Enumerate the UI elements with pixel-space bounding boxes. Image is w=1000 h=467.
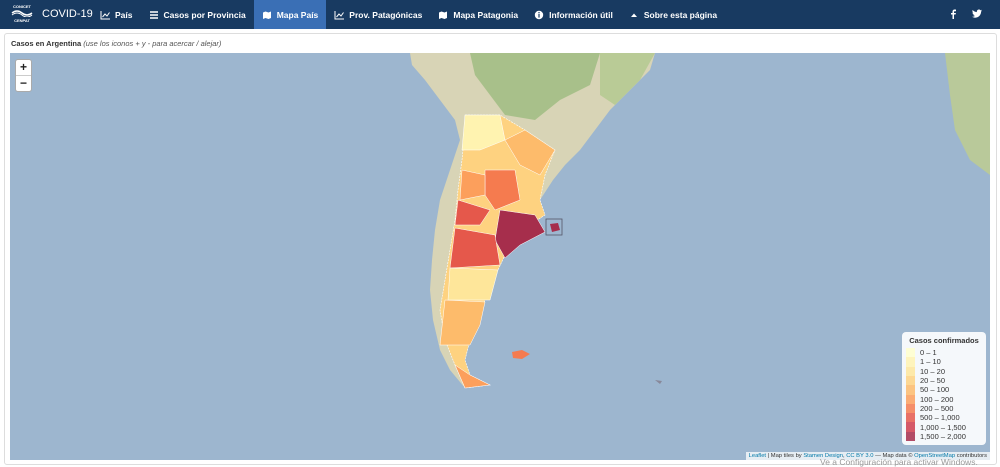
legend-swatch bbox=[906, 357, 915, 367]
nav-item[interactable]: Sobre esta página bbox=[621, 0, 725, 29]
nav-item[interactable]: Prov. Patagónicas bbox=[326, 0, 430, 29]
nav-icon bbox=[630, 13, 637, 17]
nav-label: Mapa País bbox=[276, 9, 319, 20]
legend-item: 1,000 – 1,500 bbox=[906, 422, 982, 432]
map-tiles bbox=[410, 53, 990, 389]
facebook-icon[interactable] bbox=[950, 9, 956, 19]
nav-label: Casos por Provincia bbox=[163, 9, 246, 20]
logo: CONICET CENPAT bbox=[9, 4, 35, 23]
brand[interactable]: COVID-19 bbox=[42, 8, 93, 20]
legend-label: 200 – 500 bbox=[920, 403, 954, 413]
legend-title: Casos confirmados bbox=[909, 336, 979, 346]
nav-label: Mapa Patagonia bbox=[453, 9, 519, 20]
legend-swatch bbox=[906, 422, 915, 432]
attribution: Leaflet | Map tiles by Stamen Design, CC… bbox=[745, 452, 990, 460]
nav-icon bbox=[439, 11, 448, 19]
legend-item: 0 – 1 bbox=[906, 348, 982, 358]
attribution-text: — Map data © bbox=[873, 453, 915, 459]
legend-label: 50 – 100 bbox=[920, 385, 950, 395]
nav-icon bbox=[534, 10, 544, 19]
nav-icon bbox=[334, 10, 345, 19]
legend-label: 1 – 10 bbox=[920, 357, 941, 367]
legend-label: 1,000 – 1,500 bbox=[920, 422, 966, 432]
nav-item[interactable]: Mapa País bbox=[253, 0, 327, 29]
legend-swatch bbox=[906, 348, 915, 358]
legend-swatch bbox=[906, 366, 915, 376]
twitter-icon[interactable] bbox=[972, 9, 982, 18]
navbar: CONICET CENPAT COVID-19 País Casos por Pr… bbox=[0, 0, 1000, 29]
attribution-link[interactable]: CC BY 3.0 bbox=[846, 453, 874, 459]
legend-item: 200 – 500 bbox=[906, 403, 982, 414]
nav-label: Prov. Patagónicas bbox=[349, 9, 423, 20]
legend-label: 100 – 200 bbox=[920, 394, 954, 404]
legend-item: 500 – 1,000 bbox=[906, 413, 982, 423]
nav-icon bbox=[100, 10, 110, 19]
legend-label: 10 – 20 bbox=[920, 366, 946, 376]
legend-swatch bbox=[906, 375, 915, 386]
watermark: Ve a Configuración para activar Windows. bbox=[820, 457, 978, 467]
attribution-link[interactable]: Leaflet bbox=[748, 453, 767, 459]
zoom-out[interactable]: − bbox=[16, 75, 31, 91]
legend-item: 20 – 50 bbox=[906, 375, 982, 386]
nav-items: País Casos por Provincia Mapa País Prov. Pa… bbox=[92, 0, 725, 29]
logo-text: CONICET bbox=[13, 4, 31, 9]
panel-heading: Casos en Argentina (use los iconos + y -… bbox=[11, 39, 221, 48]
zoom-in[interactable]: + bbox=[19, 60, 27, 74]
legend-swatch bbox=[906, 394, 915, 404]
legend-swatch bbox=[906, 403, 915, 414]
logo-text: CENPAT bbox=[14, 18, 30, 23]
attribution-link[interactable]: OpenStreetMap bbox=[914, 453, 956, 459]
legend-item: 1 – 10 bbox=[906, 357, 982, 367]
legend-item: 100 – 200 bbox=[906, 394, 982, 404]
attribution-text: | Map tiles by bbox=[766, 453, 804, 459]
nav-item[interactable]: Información útil bbox=[526, 0, 621, 29]
legend-swatch bbox=[906, 385, 915, 395]
nav-item[interactable]: País bbox=[92, 0, 141, 29]
nav-label: País bbox=[115, 9, 133, 20]
attribution-text: contributors bbox=[955, 453, 987, 459]
legend-swatch bbox=[906, 413, 915, 423]
nav-icon bbox=[149, 10, 158, 19]
nav-label: Sobre esta página bbox=[643, 9, 718, 20]
legend-label: 1,500 – 2,000 bbox=[920, 431, 966, 441]
nav-item[interactable]: Mapa Patagonia bbox=[430, 0, 526, 29]
legend-label: 0 – 1 bbox=[920, 348, 937, 358]
legend-item: 10 – 20 bbox=[906, 366, 982, 376]
legend-label: 20 – 50 bbox=[920, 376, 946, 386]
nav-item[interactable]: Casos por Provincia bbox=[141, 0, 254, 29]
legend-item: 1,500 – 2,000 bbox=[906, 431, 982, 441]
nav-icon bbox=[262, 11, 271, 19]
logo-mark bbox=[11, 10, 33, 18]
panel: Casos en Argentina (use los iconos + y -… bbox=[4, 33, 997, 465]
attribution-link[interactable]: Stamen Design bbox=[803, 453, 843, 459]
legend-label: 500 – 1,000 bbox=[920, 413, 960, 423]
zoom-control: + − bbox=[15, 59, 32, 92]
nav-label: Información útil bbox=[549, 9, 613, 20]
legend-item: 50 – 100 bbox=[906, 385, 982, 395]
attribution-text: , bbox=[842, 453, 847, 459]
legend-swatch bbox=[906, 431, 915, 441]
panel-hint: (use los iconos + y - para acercar / ale… bbox=[83, 39, 222, 48]
social bbox=[950, 9, 982, 19]
panel-title: Casos en Argentina bbox=[11, 39, 82, 48]
